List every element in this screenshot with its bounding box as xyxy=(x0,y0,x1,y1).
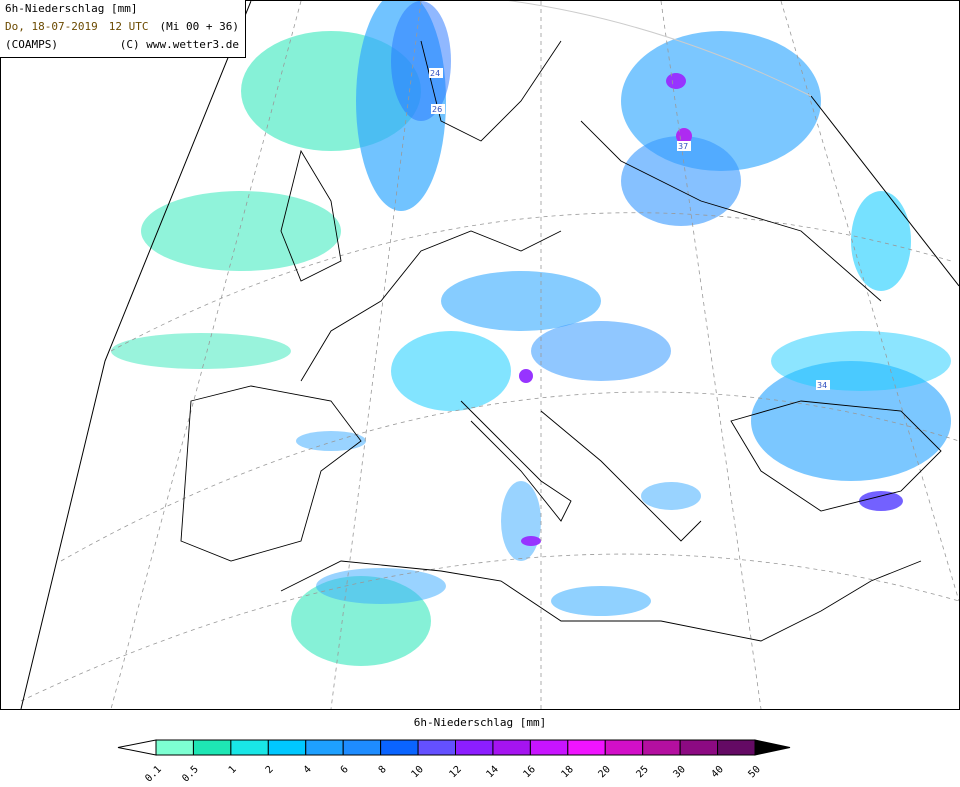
legend-below-triangle xyxy=(117,739,157,756)
precip-area xyxy=(391,1,451,121)
legend-swatch xyxy=(155,739,194,756)
legend-swatch xyxy=(717,739,756,756)
valid-time-row: Do, 18-07-2019 12 UTC (Mi 00 + 36) xyxy=(5,18,245,36)
precip-area xyxy=(111,333,291,369)
legend-swatch xyxy=(267,739,307,756)
valid-date: Do, 18-07-2019 xyxy=(5,20,98,33)
model-name: (COAMPS) xyxy=(5,38,58,51)
precip-area xyxy=(391,331,511,411)
max-label: 24 xyxy=(430,69,440,78)
precip-area xyxy=(141,191,341,271)
precip-heavy xyxy=(521,536,541,546)
map-info-box: 6h-Niederschlag [mm] Do, 18-07-2019 12 U… xyxy=(0,0,246,58)
precip-heavy xyxy=(666,73,686,89)
legend-above-triangle xyxy=(754,739,791,756)
precip-area xyxy=(851,191,911,291)
legend-swatch xyxy=(230,739,269,756)
precip-area xyxy=(356,1,446,211)
legend-swatch xyxy=(455,739,494,756)
valid-time: 12 UTC xyxy=(108,20,149,33)
legend-swatch xyxy=(305,739,344,756)
precip-area xyxy=(531,321,671,381)
precip-area xyxy=(296,431,366,451)
legend-swatch xyxy=(679,739,719,756)
legend-swatch xyxy=(417,739,456,756)
precip-heavy xyxy=(859,491,903,511)
max-label: 34 xyxy=(817,381,827,390)
legend-swatch xyxy=(192,739,232,756)
precip-area xyxy=(771,331,951,391)
legend-swatch xyxy=(567,739,606,756)
coastlines xyxy=(180,40,942,642)
legend-swatch xyxy=(342,739,382,756)
source-row: (COAMPS) (C) www.wetter3.de xyxy=(5,36,245,54)
graticule xyxy=(20,1,959,709)
precip-heavy xyxy=(519,369,533,383)
domain-boundary xyxy=(20,1,959,709)
precip-heavy xyxy=(676,128,692,144)
precip-area xyxy=(316,568,446,604)
legend-swatch xyxy=(642,739,681,756)
precip-area xyxy=(551,586,651,616)
legend-swatch xyxy=(529,739,569,756)
max-label: 26 xyxy=(432,105,442,114)
precip-area xyxy=(641,482,701,510)
precipitation-map: 24 26 37 34 xyxy=(0,0,960,710)
precip-area xyxy=(621,31,821,171)
map-title: 6h-Niederschlag [mm] xyxy=(5,2,138,15)
legend-title: 6h-Niederschlag [mm] xyxy=(413,716,547,729)
precip-area xyxy=(291,576,431,666)
credit: (C) www.wetter3.de xyxy=(119,38,239,51)
legend-swatch xyxy=(380,739,419,756)
max-value-labels: 24 26 37 34 xyxy=(429,68,830,390)
max-label: 37 xyxy=(678,142,688,151)
precipitation-fields xyxy=(111,1,951,666)
legend-swatch xyxy=(604,739,644,756)
legend-swatch xyxy=(492,739,531,756)
precip-area xyxy=(441,271,601,331)
model-run: (Mi 00 + 36) xyxy=(159,20,239,33)
precip-area xyxy=(751,361,951,481)
precip-area xyxy=(621,136,741,226)
